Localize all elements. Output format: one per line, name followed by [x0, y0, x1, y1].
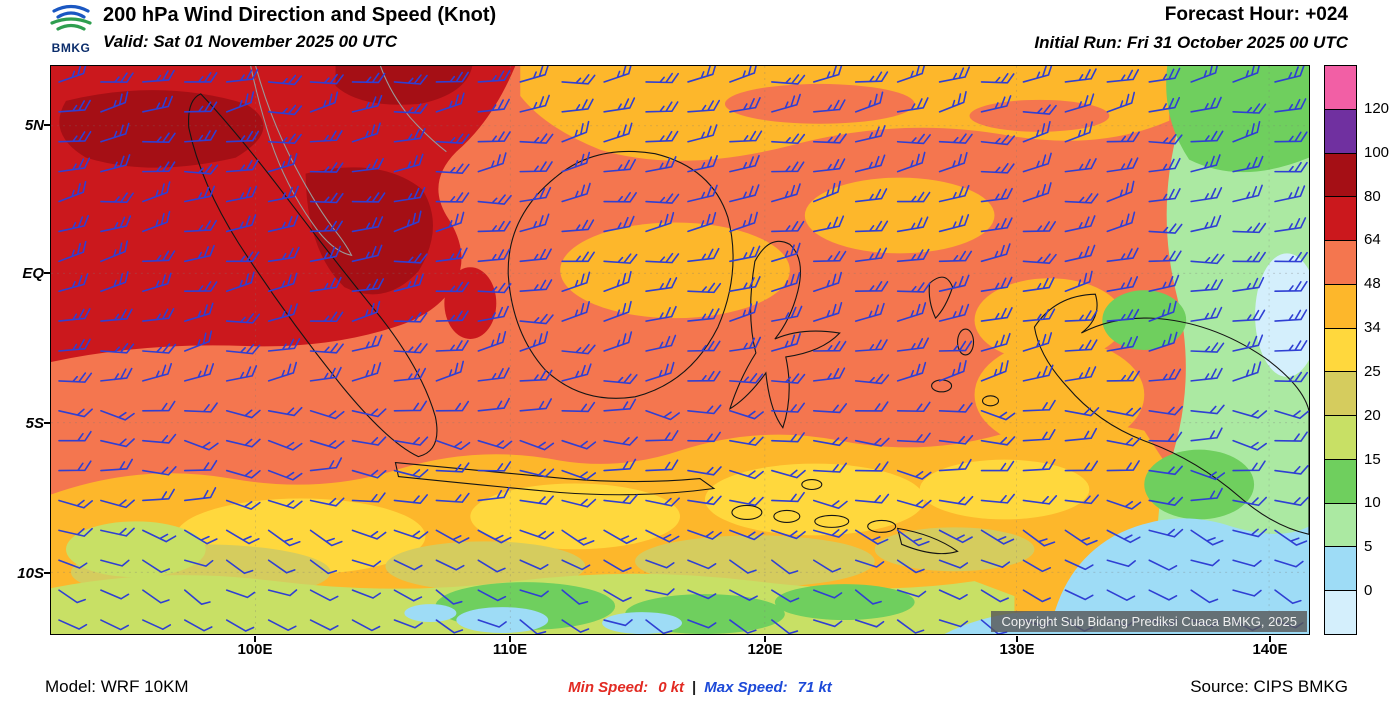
initial-run: Initial Run: Fri 31 October 2025 00 UTC: [1034, 33, 1348, 52]
colorbar-label: 48: [1364, 275, 1381, 293]
colorbar-label: 20: [1364, 406, 1381, 424]
colorbar-segment: [1325, 591, 1356, 634]
lat-label-5s: 5S: [25, 415, 44, 432]
colorbar-label: 34: [1364, 319, 1381, 337]
lat-label-5n: 5N: [24, 117, 44, 134]
colorbar-segment: [1325, 503, 1356, 548]
colorbar-label: 25: [1364, 362, 1381, 380]
min-speed-value: 0 kt: [658, 679, 685, 696]
colorbar-label: 100: [1364, 143, 1390, 161]
colorbar-segment: [1325, 66, 1356, 110]
lat-tick: [44, 572, 50, 574]
colorbar-segment: [1325, 153, 1356, 198]
min-max-speed: Min Speed: 0 kt | Max Speed: 71 kt: [0, 679, 1400, 696]
lat-tick: [44, 422, 50, 424]
map-copyright: Copyright Sub Bidang Prediksi Cuaca BMKG…: [991, 611, 1307, 632]
colorbar-segment: [1325, 284, 1356, 329]
colorbar-segment: [1325, 241, 1356, 285]
lat-label-10s: 10S: [17, 565, 44, 582]
min-speed-label: Min Speed:: [568, 679, 649, 696]
colorbar-label: 10: [1364, 494, 1381, 512]
lon-label-120e: 120E: [747, 641, 783, 658]
wind-barbs: [58, 66, 1309, 634]
model-label: Model: WRF 10KM: [45, 677, 189, 696]
bmkg-logo-text: BMKG: [51, 41, 91, 55]
colorbar-label: 120: [1364, 99, 1390, 117]
colorbar-segment: [1325, 416, 1356, 460]
lon-tick: [254, 636, 256, 642]
colorbar-labels: 120 100 80 64 48 34 25 20 15 10 5 0: [1364, 65, 1400, 635]
lat-label-eq: EQ: [22, 265, 44, 282]
colorbar: [1324, 65, 1357, 635]
forecast-hour: Forecast Hour: +024: [1164, 4, 1348, 25]
bmkg-logo: BMKG: [44, 2, 98, 55]
wind-speed-shading: [51, 66, 1309, 634]
lat-tick: [44, 124, 50, 126]
max-speed-label: Max Speed:: [704, 679, 788, 696]
colorbar-label: 15: [1364, 450, 1381, 468]
colorbar-segment: [1325, 328, 1356, 373]
lon-tick: [509, 636, 511, 642]
lon-label-100e: 100E: [237, 641, 273, 658]
map-svg: [51, 66, 1309, 634]
min-max-divider: |: [692, 679, 697, 696]
source-label: Source: CIPS BMKG: [1190, 677, 1348, 696]
colorbar-label: 0: [1364, 582, 1373, 600]
colorbar-segment: [1325, 459, 1356, 504]
lon-tick: [1269, 636, 1271, 642]
lon-tick: [764, 636, 766, 642]
max-speed-value: 71 kt: [797, 679, 832, 696]
colorbar-segment: [1325, 372, 1356, 417]
lon-label-140e: 140E: [1252, 641, 1288, 658]
lat-tick: [44, 272, 50, 274]
colorbar-segment: [1325, 109, 1356, 154]
map-canvas: Copyright Sub Bidang Prediksi Cuaca BMKG…: [50, 65, 1310, 635]
page-title: 200 hPa Wind Direction and Speed (Knot): [103, 4, 497, 26]
colorbar-label: 64: [1364, 231, 1381, 249]
lon-label-110e: 110E: [492, 641, 528, 658]
colorbar-segment: [1325, 197, 1356, 242]
lon-label-130e: 130E: [999, 641, 1035, 658]
colorbar-label: 5: [1364, 538, 1373, 556]
lon-tick: [1016, 636, 1018, 642]
colorbar-label: 80: [1364, 187, 1381, 205]
colorbar-segment: [1325, 547, 1356, 592]
bmkg-logo-icon: [50, 4, 92, 31]
valid-time: Valid: Sat 01 November 2025 00 UTC: [103, 32, 398, 51]
